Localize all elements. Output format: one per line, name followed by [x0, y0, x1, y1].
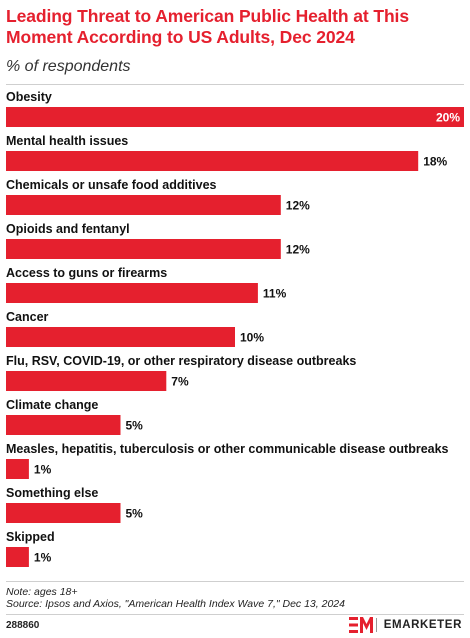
emarketer-logo: EMARKETER [348, 616, 462, 634]
bar-row: Mental health issues 18% [6, 134, 448, 171]
bar-row: Something else 5% [6, 486, 143, 523]
em-logo-icon [348, 617, 373, 633]
top-divider [6, 84, 464, 85]
category-label: Skipped [6, 530, 55, 544]
bar [6, 327, 235, 347]
value-label: 7% [171, 375, 189, 389]
value-label: 11% [263, 287, 287, 301]
bottom-divider [6, 614, 464, 615]
bar-row: Access to guns or firearms 11% [6, 266, 287, 303]
category-label: Obesity [6, 90, 52, 104]
bar-row: Flu, RSV, COVID-19, or other respiratory… [6, 354, 356, 391]
value-label: 20% [436, 111, 460, 125]
value-label: 10% [240, 331, 264, 345]
logo-text: EMARKETER [383, 619, 462, 631]
value-label: 12% [286, 243, 310, 257]
chart-source: Source: Ipsos and Axios, "American Healt… [6, 598, 345, 610]
bar [6, 459, 29, 479]
bar [6, 415, 121, 435]
value-label: 5% [126, 507, 144, 521]
bar [6, 503, 121, 523]
bar-row: Obesity 20% [6, 90, 464, 127]
value-label: 1% [34, 551, 52, 565]
chart-id: 288860 [6, 620, 40, 631]
bar-row: Cancer 10% [6, 310, 264, 347]
chart-subtitle: % of respondents [6, 58, 131, 75]
category-label: Flu, RSV, COVID-19, or other respiratory… [6, 354, 356, 368]
value-label: 1% [34, 463, 52, 477]
value-label: 12% [286, 199, 310, 213]
footer-divider [6, 581, 464, 582]
logo-divider [375, 618, 377, 632]
category-label: Measles, hepatitis, tuberculosis or othe… [6, 442, 449, 456]
bar-row: Skipped 1% [6, 530, 55, 567]
value-label: 5% [126, 419, 144, 433]
category-label: Access to guns or firearms [6, 266, 167, 280]
bar [6, 283, 258, 303]
bar-chart: Obesity 20% Mental health issues 18% Chemica… [6, 90, 464, 567]
value-label: 18% [423, 155, 447, 169]
bar [6, 107, 464, 127]
category-label: Something else [6, 486, 98, 500]
bar [6, 195, 281, 215]
bar [6, 239, 281, 259]
category-label: Mental health issues [6, 134, 128, 148]
bar-row: Opioids and fentanyl 12% [6, 222, 310, 259]
bar-row: Measles, hepatitis, tuberculosis or othe… [6, 442, 449, 479]
bar [6, 547, 29, 567]
bar [6, 371, 167, 391]
chart-note: Note: ages 18+ [6, 586, 78, 598]
category-label: Chemicals or unsafe food additives [6, 178, 217, 192]
bar-row: Chemicals or unsafe food additives 12% [6, 178, 310, 215]
category-label: Opioids and fentanyl [6, 222, 130, 236]
bar [6, 151, 419, 171]
chart-title: Leading Threat to American Public Health… [6, 6, 409, 47]
category-label: Cancer [6, 310, 49, 324]
category-label: Climate change [6, 398, 98, 412]
bar-row: Climate change 5% [6, 398, 143, 435]
